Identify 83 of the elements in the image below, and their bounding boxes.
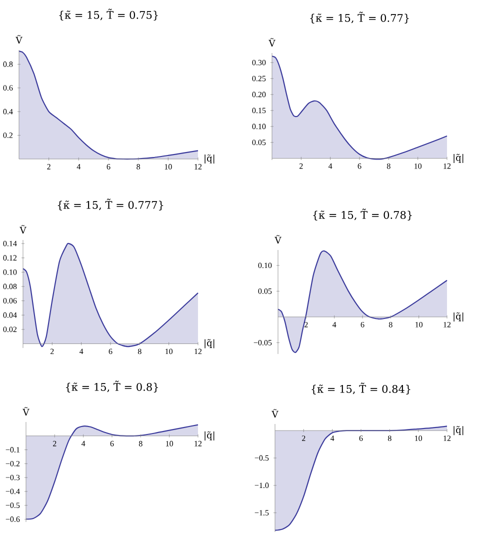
x-tick-label: 8 <box>138 440 142 446</box>
y-tick-label: −0.05 <box>254 340 272 346</box>
y-tick-label: −0.4 <box>6 488 20 494</box>
y-tick-label: 0.2 <box>3 132 13 138</box>
y-tick-label: 0.10 <box>258 262 272 268</box>
y-tick-label: −0.6 <box>6 516 20 522</box>
chart-title: {κ̃ = 15, T̃ = 0.75} <box>59 8 158 20</box>
y-tick-label: 0.10 <box>3 269 17 275</box>
x-axis-title: |q̃| <box>454 154 464 163</box>
y-tick-label: 0.14 <box>3 240 17 246</box>
x-tick-label: 4 <box>328 163 332 169</box>
y-tick-label: 0.02 <box>3 326 17 332</box>
x-tick-label: 4 <box>76 164 81 170</box>
y-tick-label: 0.05 <box>252 140 266 146</box>
x-tick-label: 2 <box>47 164 50 170</box>
x-tick-label: 8 <box>388 322 392 328</box>
x-tick-label: 12 <box>444 163 451 169</box>
y-tick-label: −1.5 <box>254 510 269 516</box>
x-tick-label: 6 <box>358 163 362 169</box>
y-tick-label: 0.8 <box>3 62 13 67</box>
y-tick-label: −1.0 <box>254 482 269 488</box>
x-tick-label: 10 <box>414 163 422 169</box>
y-axis-title: Ṽ <box>20 225 26 234</box>
x-tick-label: 2 <box>50 348 54 354</box>
x-tick-label: 8 <box>388 436 392 442</box>
y-tick-label: 0.10 <box>252 124 266 130</box>
x-tick-label: 10 <box>164 164 172 170</box>
y-tick-label: 0.30 <box>252 60 266 66</box>
x-tick-label: 2 <box>302 436 306 441</box>
y-tick-label: 0.12 <box>3 255 17 261</box>
x-axis-title: |q̃| <box>454 426 464 436</box>
chart-title: {κ̃ = 15, T̃ = 0.84} <box>312 382 410 394</box>
y-tick-label: 0.05 <box>258 288 272 294</box>
y-axis-title: Ṽ <box>22 407 30 416</box>
y-axis-title: Ṽ <box>268 38 276 46</box>
chart-title: {κ̃ = 15, T̃ = 0.8} <box>66 380 158 392</box>
y-tick-label: 0.15 <box>252 108 266 114</box>
x-tick-label: 2 <box>300 163 303 169</box>
x-tick-label: 8 <box>138 348 142 354</box>
x-tick-label: 2 <box>304 322 308 328</box>
y-tick-label: −0.5 <box>6 502 20 508</box>
x-tick-label: 6 <box>360 322 364 328</box>
x-tick-label: 6 <box>106 164 110 170</box>
x-tick-label: 12 <box>194 348 202 354</box>
x-tick-label: 4 <box>332 322 336 328</box>
x-tick-label: 8 <box>386 163 390 169</box>
chart-title: {κ̃ = 15, T̃ = 0.777} <box>58 198 164 210</box>
y-tick-label: 0.04 <box>3 312 17 318</box>
x-tick-label: 8 <box>136 164 140 170</box>
x-axis-title: |q̃| <box>204 154 214 164</box>
y-tick-label: −0.2 <box>6 460 20 466</box>
x-tick-label: 12 <box>444 436 451 441</box>
y-tick-label: 0.08 <box>3 284 17 290</box>
x-axis-title: |q̃| <box>454 312 464 322</box>
y-axis-title: Ṽ <box>16 35 22 44</box>
x-tick-label: 10 <box>416 322 423 328</box>
x-tick-label: 4 <box>79 348 84 354</box>
y-tick-label: −0.3 <box>6 474 20 480</box>
x-tick-label: 12 <box>194 164 202 170</box>
x-tick-label: 4 <box>81 440 86 446</box>
x-tick-label: 6 <box>108 348 112 354</box>
x-axis-title: |q̃| <box>204 431 214 440</box>
x-tick-label: 2 <box>53 440 56 446</box>
x-tick-label: 12 <box>194 440 202 446</box>
y-tick-label: 0.20 <box>252 92 266 98</box>
x-tick-label: 12 <box>444 322 451 328</box>
y-tick-label: 0.6 <box>3 85 13 91</box>
y-tick-label: 0.4 <box>3 108 13 114</box>
x-axis-title: |q̃| <box>204 339 214 348</box>
x-tick-label: 6 <box>110 440 114 446</box>
y-tick-label: 0.06 <box>3 298 17 304</box>
y-tick-label: −0.1 <box>6 447 20 452</box>
x-tick-label: 4 <box>330 436 334 441</box>
y-axis-title: Ṽ <box>272 409 278 418</box>
x-tick-label: 6 <box>359 436 363 441</box>
y-axis-title: Ṽ <box>274 235 282 244</box>
y-tick-label: −0.5 <box>254 455 269 461</box>
x-tick-label: 10 <box>166 440 174 446</box>
x-tick-label: 10 <box>166 348 173 354</box>
chart-title: {κ̃ = 15, T̃ = 0.78} <box>313 208 412 220</box>
chart-title: {κ̃ = 15, T̃ = 0.77} <box>310 12 409 24</box>
x-tick-label: 10 <box>415 436 422 442</box>
y-tick-label: 0.25 <box>252 76 266 82</box>
